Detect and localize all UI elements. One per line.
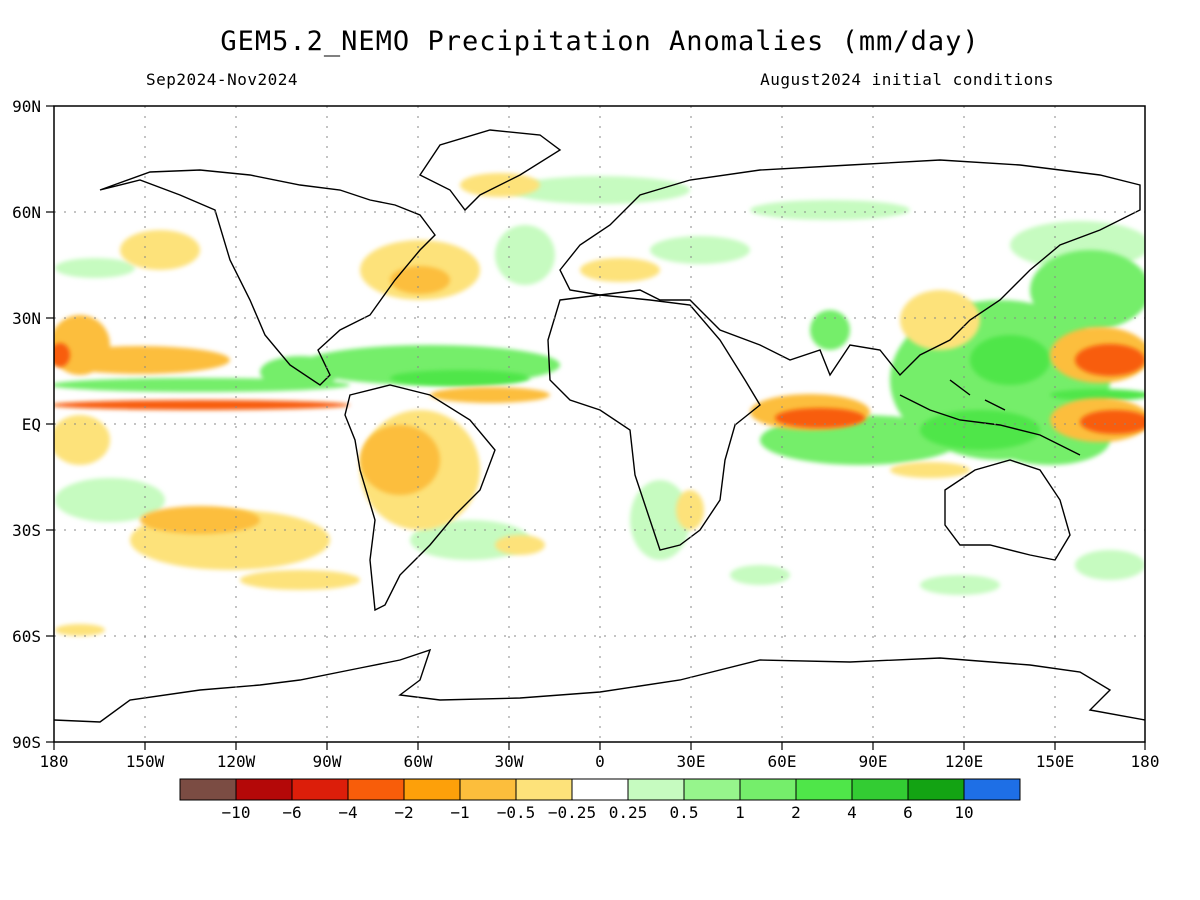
colorbar-cell	[179, 778, 237, 801]
colorbar-label: −10	[222, 803, 251, 822]
colorbar-cell	[459, 778, 517, 801]
colorbar-label: 6	[903, 803, 913, 822]
lat-label: 30N	[12, 309, 41, 328]
lon-label: 90E	[859, 752, 888, 771]
axis-ticks	[46, 105, 1146, 750]
colorbar-label: −2	[394, 803, 413, 822]
initial-conditions-label: August2024 initial conditions	[760, 70, 1054, 89]
lon-label: 0	[595, 752, 605, 771]
coast-africa	[547, 294, 761, 551]
lon-label: 150W	[126, 752, 165, 771]
lat-label: 30S	[12, 521, 41, 540]
lon-label: 180	[1131, 752, 1160, 771]
colorbar-label: 0.25	[609, 803, 648, 822]
colorbar-cell	[963, 778, 1021, 801]
lon-label: 120E	[945, 752, 984, 771]
colorbar-label: 1	[735, 803, 745, 822]
coast-antarctica	[54, 648, 1145, 723]
colorbar-label: 10	[954, 803, 973, 822]
colorbar-label: −4	[338, 803, 357, 822]
lon-label: 120W	[217, 752, 256, 771]
coast-south-america	[344, 384, 496, 612]
lon-label: 150E	[1036, 752, 1075, 771]
gridlines	[54, 106, 1145, 742]
colorbar-label: −1	[450, 803, 469, 822]
colorbar-cell	[795, 778, 853, 801]
colorbar-label: −0.25	[548, 803, 596, 822]
lon-label: 60E	[768, 752, 797, 771]
colorbar-cell	[347, 778, 405, 801]
latitude-labels: 90N 60N 30N EQ 30S 60S 90S	[12, 97, 41, 752]
wet-strong-regions	[390, 335, 1145, 450]
dry-strong-regions	[54, 343, 1145, 434]
forecast-period: Sep2024-Nov2024	[146, 70, 298, 89]
lat-label: 60N	[12, 203, 41, 222]
colorbar-cell	[571, 778, 629, 801]
lat-label: 60S	[12, 627, 41, 646]
colorbar-cell	[739, 778, 797, 801]
colorbar-cell	[235, 778, 293, 801]
anomaly-shading	[54, 173, 1145, 636]
lon-label: 30E	[677, 752, 706, 771]
lat-label: 90S	[12, 733, 41, 752]
lon-label: 180	[40, 752, 69, 771]
longitude-labels: 180 150W 120W 90W 60W 30W 0 30E 60E 90E …	[40, 752, 1160, 771]
colorbar-cell	[403, 778, 461, 801]
lat-label: 90N	[12, 97, 41, 116]
colorbar-cell	[515, 778, 573, 801]
colorbar-label: −6	[282, 803, 301, 822]
colorbar-cells	[179, 778, 1021, 801]
coast-eurasia	[559, 159, 1141, 377]
colorbar-label: −0.5	[497, 803, 536, 822]
map-title: GEM5.2_NEMO Precipitation Anomalies (mm/…	[220, 26, 980, 57]
lat-label: EQ	[22, 415, 41, 434]
colorbar-label: 0.5	[670, 803, 699, 822]
colorbar: −10 −6 −4 −2 −1 −0.5 −0.25 0.25 0.5 1 2 4 6 10	[179, 778, 1021, 822]
lon-label: 60W	[404, 752, 433, 771]
colorbar-cell	[291, 778, 349, 801]
colorbar-cell	[683, 778, 741, 801]
lon-label: 90W	[313, 752, 342, 771]
colorbar-label: 4	[847, 803, 857, 822]
colorbar-cell	[907, 778, 965, 801]
colorbar-cell	[627, 778, 685, 801]
colorbar-labels: −10 −6 −4 −2 −1 −0.5 −0.25 0.25 0.5 1 2 4 6 10	[222, 803, 974, 822]
coast-north-america	[99, 169, 436, 386]
lon-label: 30W	[495, 752, 524, 771]
colorbar-label: 2	[791, 803, 801, 822]
coastlines	[54, 129, 1145, 723]
coast-greenland	[418, 129, 562, 212]
colorbar-cell	[851, 778, 909, 801]
coast-maritime-continent	[899, 379, 1081, 456]
coast-australia	[944, 459, 1071, 561]
